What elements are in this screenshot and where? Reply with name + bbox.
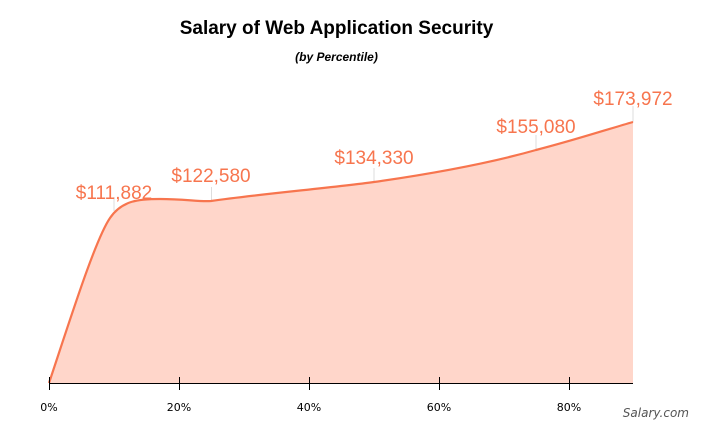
- source-watermark: Salary.com: [622, 406, 689, 420]
- chart-subtitle: (by Percentile): [295, 50, 378, 64]
- value-labels: $111,882 $122,580 $134,330 $155,080 $173…: [76, 89, 673, 204]
- salary-area-fill: [49, 122, 633, 383]
- value-label-p90: $173,972: [593, 89, 672, 110]
- x-tick-40: 40%: [297, 401, 321, 414]
- x-axis: [49, 377, 633, 390]
- value-label-p50: $134,330: [334, 148, 413, 169]
- salary-line: [47, 120, 634, 384]
- value-label-p10: $111,882: [76, 183, 152, 204]
- x-tick-60: 60%: [427, 401, 451, 414]
- x-axis-tick-labels: 0% 20% 40% 60% 80%: [40, 401, 581, 414]
- x-tick-0: 0%: [40, 401, 57, 414]
- x-tick-80: 80%: [557, 401, 581, 414]
- value-markers: [113, 106, 634, 211]
- value-label-p75: $155,080: [496, 117, 575, 138]
- value-label-p25: $122,580: [171, 166, 250, 187]
- x-tick-20: 20%: [167, 401, 191, 414]
- chart-title: Salary of Web Application Security: [179, 18, 494, 39]
